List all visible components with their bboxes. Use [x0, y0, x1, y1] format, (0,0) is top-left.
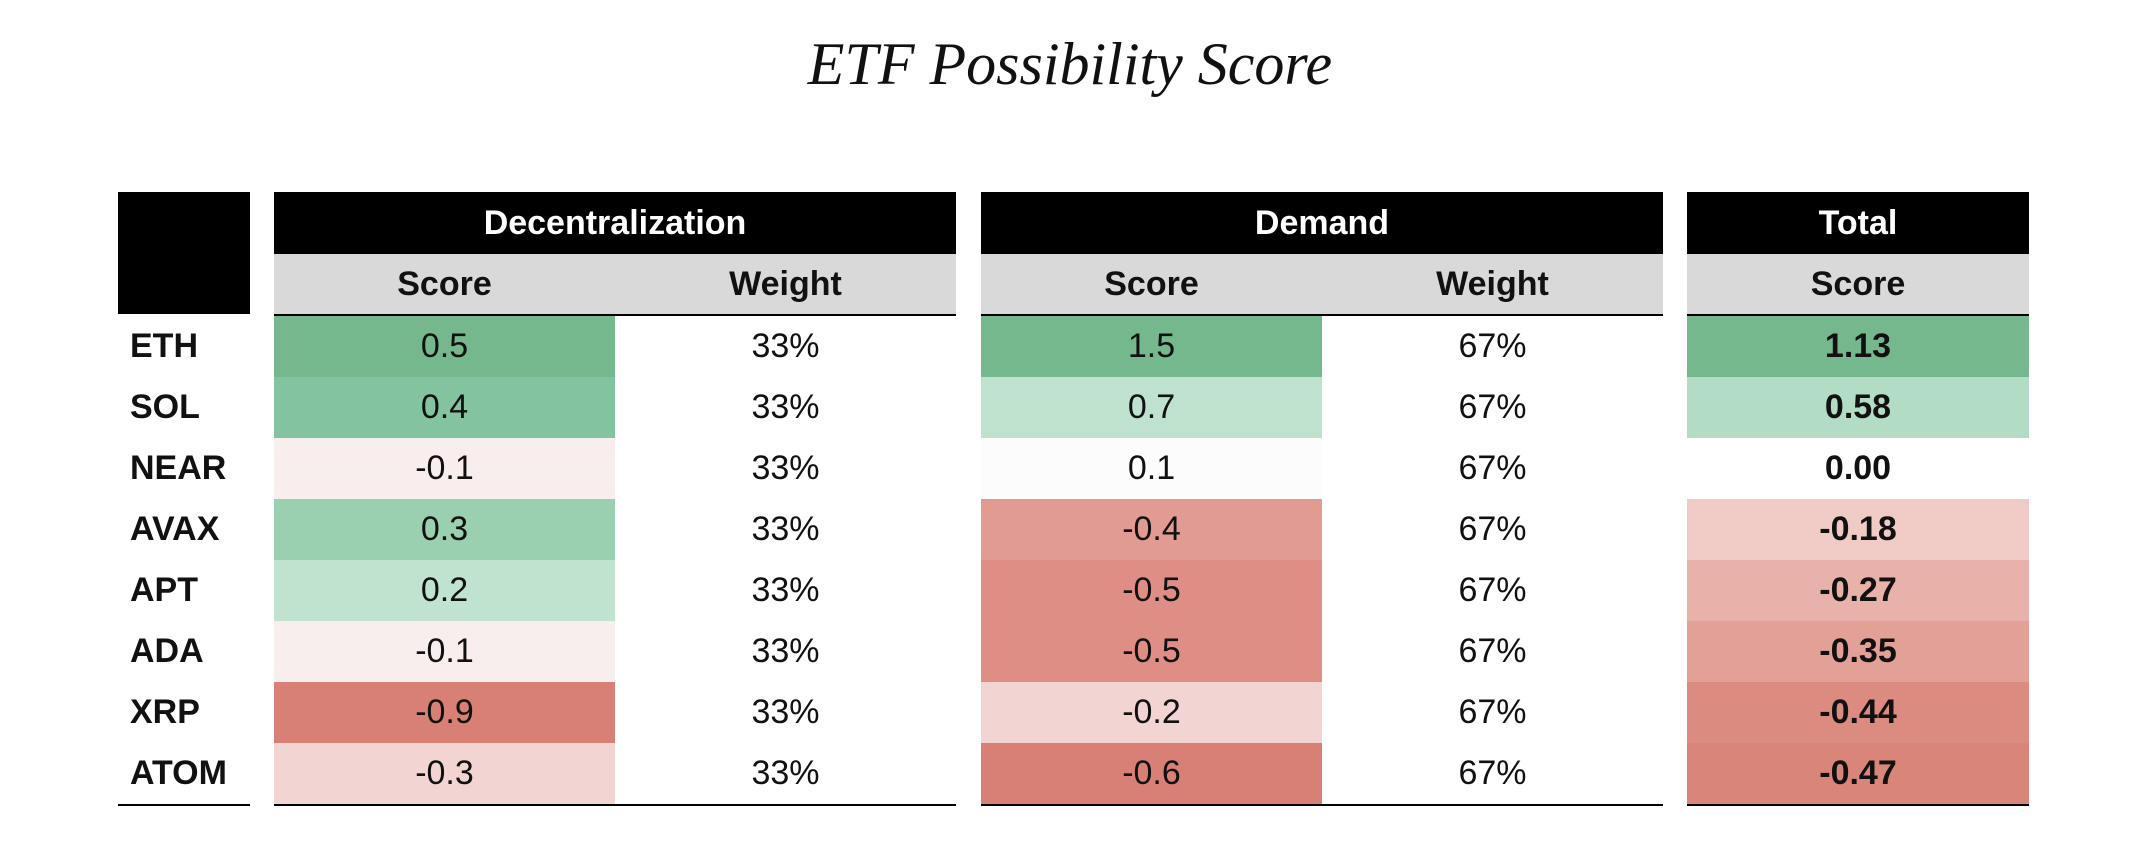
asset-name: AVAX — [130, 510, 220, 548]
table-cell: 0.1 — [981, 438, 1322, 499]
table-cell: 67% — [1458, 754, 1527, 792]
group-header: Total — [1687, 192, 2029, 254]
table-cell: -0.1 — [274, 438, 615, 499]
table-cell: 33% — [751, 327, 820, 365]
table-cell: -0.44 — [1687, 682, 2029, 743]
bottom-rule — [981, 804, 1663, 806]
table-cell: 33% — [751, 510, 820, 548]
sub-header: Score — [1687, 254, 2029, 316]
table-cell: -0.3 — [274, 743, 615, 804]
table-cell: 33% — [751, 449, 820, 487]
asset-name: APT — [130, 571, 198, 609]
table-cell: -0.6 — [981, 743, 1322, 804]
table-cell: -0.5 — [981, 621, 1322, 682]
table-cell: 33% — [751, 632, 820, 670]
table-cell: 33% — [751, 388, 820, 426]
table-cell: 33% — [751, 693, 820, 731]
table-cell: -0.27 — [1687, 560, 2029, 621]
group-header: Demand — [981, 192, 1663, 254]
sub-header: Weight — [615, 254, 956, 316]
table-cell: -0.1 — [274, 621, 615, 682]
table-cell: 0.2 — [274, 560, 615, 621]
asset-name: NEAR — [130, 449, 227, 487]
asset-name: ADA — [130, 632, 204, 670]
table-cell: 0.4 — [274, 377, 615, 438]
table-cell: 1.5 — [981, 316, 1322, 377]
table-cell: 67% — [1458, 571, 1527, 609]
table-cell: -0.47 — [1687, 743, 2029, 804]
group-header: Decentralization — [274, 192, 956, 254]
asset-name: ATOM — [130, 754, 227, 792]
bottom-rule — [118, 804, 250, 806]
table-cell: -0.18 — [1687, 499, 2029, 560]
corner-block — [118, 192, 250, 314]
asset-name: ETH — [130, 327, 198, 365]
title: ETF Possibility Score — [807, 31, 1333, 97]
table-cell: 0.3 — [274, 499, 615, 560]
bottom-rule — [1687, 804, 2029, 806]
asset-name: SOL — [130, 388, 200, 426]
table-cell: 67% — [1458, 449, 1527, 487]
sub-header: Score — [981, 254, 1322, 316]
sub-header: Weight — [1322, 254, 1663, 316]
table-cell: 33% — [751, 754, 820, 792]
table-cell: 1.13 — [1687, 316, 2029, 377]
table-cell: -0.35 — [1687, 621, 2029, 682]
table-cell: 0.58 — [1687, 377, 2029, 438]
table-cell: -0.9 — [274, 682, 615, 743]
table-cell: -0.5 — [981, 560, 1322, 621]
bottom-rule — [274, 804, 956, 806]
table-cell: 67% — [1458, 632, 1527, 670]
table-cell: 67% — [1458, 693, 1527, 731]
table-cell: 0.7 — [981, 377, 1322, 438]
table-cell: 0.5 — [274, 316, 615, 377]
table-cell: 33% — [751, 571, 820, 609]
sub-header: Score — [274, 254, 615, 316]
table-cell: 67% — [1458, 327, 1527, 365]
table-cell: 67% — [1458, 388, 1527, 426]
table-cell: 67% — [1458, 510, 1527, 548]
table-cell: -0.4 — [981, 499, 1322, 560]
table-cell: -0.2 — [981, 682, 1322, 743]
asset-name: XRP — [130, 693, 200, 731]
table-cell: 0.00 — [1687, 438, 2029, 499]
